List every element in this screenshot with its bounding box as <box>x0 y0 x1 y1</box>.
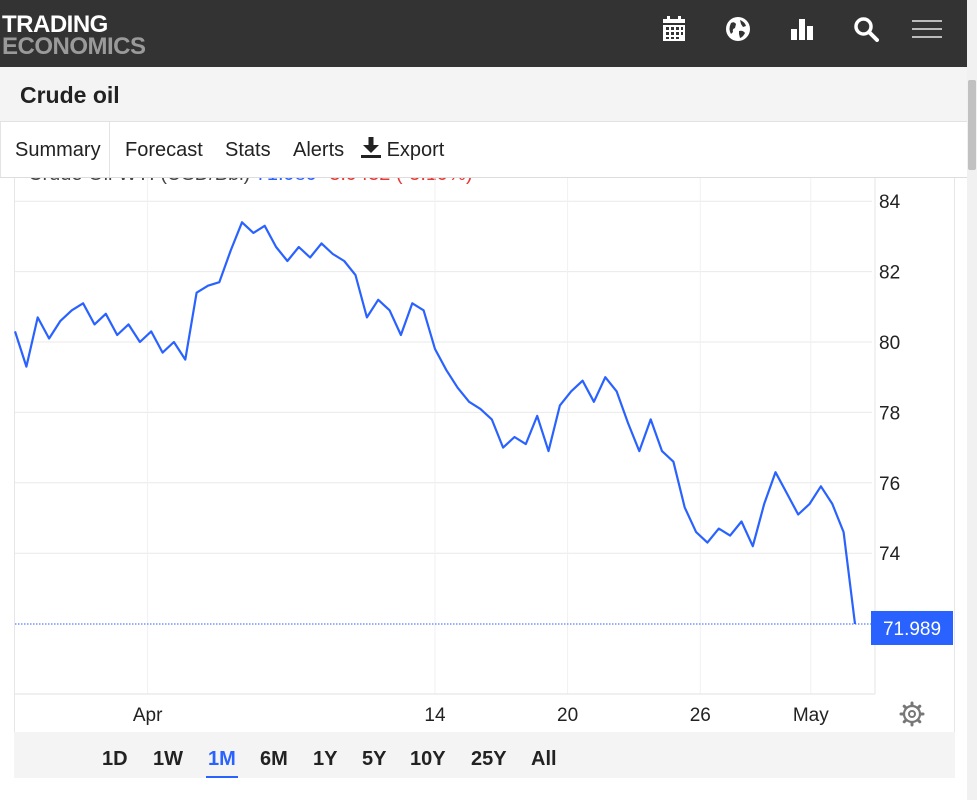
range-button-1y[interactable]: 1Y <box>313 748 338 770</box>
menu-icon[interactable] <box>911 14 943 44</box>
gear-icon[interactable] <box>899 701 925 727</box>
page-title: Crude oil <box>20 82 120 108</box>
legend-last-value: 71.989 <box>256 178 317 185</box>
chart-gridlines <box>15 200 872 554</box>
tab-summary[interactable]: Summary <box>1 122 110 177</box>
download-icon <box>361 137 381 158</box>
range-button-25y[interactable]: 25Y <box>471 748 507 770</box>
last-price-label: 71.989 <box>871 610 953 645</box>
brand-logo[interactable]: TRADING ECONOMICS <box>2 11 146 61</box>
top-navigation-bar: TRADING ECONOMICS <box>0 0 967 67</box>
range-button-10y[interactable]: 10Y <box>410 748 446 770</box>
y-tick-label: 74 <box>879 544 901 565</box>
y-tick-label: 84 <box>879 192 901 213</box>
y-tick-label: 82 <box>879 263 900 284</box>
tab-bar: Summary Forecast Stats Alerts Export <box>0 122 967 178</box>
search-icon[interactable] <box>851 14 881 44</box>
y-tick-label: 80 <box>879 333 900 354</box>
range-button-5y[interactable]: 5Y <box>362 748 387 770</box>
chart-panel <box>14 178 955 778</box>
y-tick-label: 78 <box>879 403 900 424</box>
range-button-6m[interactable]: 6M <box>260 748 288 770</box>
x-tick-label: 14 <box>424 705 446 726</box>
globe-icon[interactable] <box>723 14 753 44</box>
calendar-icon[interactable] <box>659 14 689 44</box>
scrollbar-thumb[interactable] <box>968 80 976 170</box>
range-selector: 1D 1W 1M 6M 1Y 5Y 10Y 25Y All <box>14 732 955 778</box>
chart-legend: Crude Oil WTI (USD/Bbl) 71.989 -3.9432 (… <box>28 178 473 186</box>
brand-line-2: ECONOMICS <box>2 33 146 61</box>
bar-chart-icon[interactable] <box>787 14 817 44</box>
x-tick-label: 20 <box>557 705 578 726</box>
brand-line-1: TRADING <box>2 11 108 38</box>
y-axis-ticks: 74 76 78 80 82 84 <box>879 192 901 565</box>
last-price-text: 71.989 <box>883 619 941 640</box>
page-scrollbar[interactable] <box>967 0 977 800</box>
range-button-1m[interactable]: 1M <box>206 732 238 778</box>
title-bar: Crude oil <box>0 67 967 122</box>
x-tick-label: 26 <box>690 705 711 726</box>
tab-alerts[interactable]: Alerts <box>293 139 345 161</box>
tab-stats[interactable]: Stats <box>225 139 271 161</box>
tab-forecast[interactable]: Forecast <box>125 139 203 161</box>
y-tick-label: 76 <box>879 474 900 495</box>
range-button-1d[interactable]: 1D <box>102 748 128 770</box>
x-axis-ticks: Apr 14 20 26 May <box>133 705 829 726</box>
x-tick-label: May <box>793 705 829 726</box>
tab-export[interactable]: Export <box>361 122 444 177</box>
series-line[interactable] <box>13 221 857 625</box>
legend-series-name: Crude Oil WTI (USD/Bbl) <box>28 178 250 185</box>
legend-change: -3.9432 (-5.19%) <box>323 178 473 185</box>
x-tick-label: Apr <box>133 705 163 726</box>
chart-vertical-gridlines <box>147 178 812 694</box>
range-button-1w[interactable]: 1W <box>153 748 183 770</box>
last-price-box <box>871 610 953 645</box>
price-chart[interactable]: 74 76 78 80 82 84 Apr 14 20 26 May 71.989 <box>0 0 967 732</box>
tab-export-label: Export <box>386 139 445 161</box>
range-button-all[interactable]: All <box>531 748 557 770</box>
